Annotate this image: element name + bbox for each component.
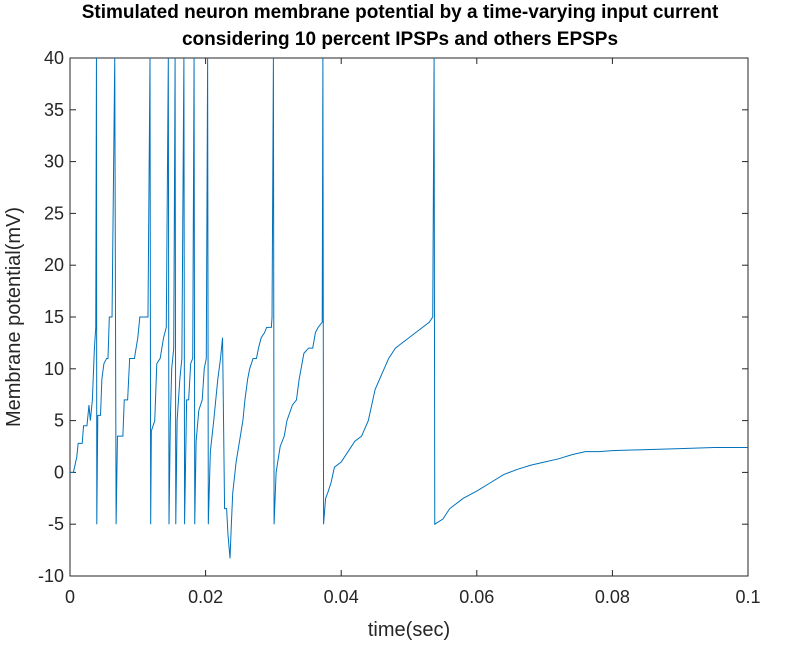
x-tick-label: 0 [65, 587, 75, 607]
y-tick-label: 30 [44, 152, 64, 172]
y-tick-label: 5 [54, 411, 64, 431]
x-tick-label: 0.1 [735, 587, 760, 607]
y-axis-label: Membrane potential(mV) [3, 207, 25, 427]
x-tick-label: 0.04 [324, 587, 359, 607]
x-tick-label: 0.02 [188, 587, 223, 607]
x-tick-label: 0.06 [459, 587, 494, 607]
y-tick-label: -10 [38, 566, 64, 586]
y-tick-label: 10 [44, 359, 64, 379]
y-tick-label: 25 [44, 203, 64, 223]
x-tick-label: 0.08 [595, 587, 630, 607]
chart-title: considering 10 percent IPSPs and others … [182, 29, 618, 50]
y-tick-label: 20 [44, 255, 64, 275]
chart-title: Stimulated neuron membrane potential by … [82, 2, 719, 23]
y-tick-label: 0 [54, 462, 64, 482]
data-line [70, 58, 748, 559]
y-tick-label: 15 [44, 307, 64, 327]
y-tick-label: 40 [44, 48, 64, 68]
y-tick-label: 35 [44, 100, 64, 120]
plot-area [69, 57, 749, 577]
x-axis-label: time(sec) [368, 619, 450, 641]
y-tick-label: -5 [48, 514, 64, 534]
